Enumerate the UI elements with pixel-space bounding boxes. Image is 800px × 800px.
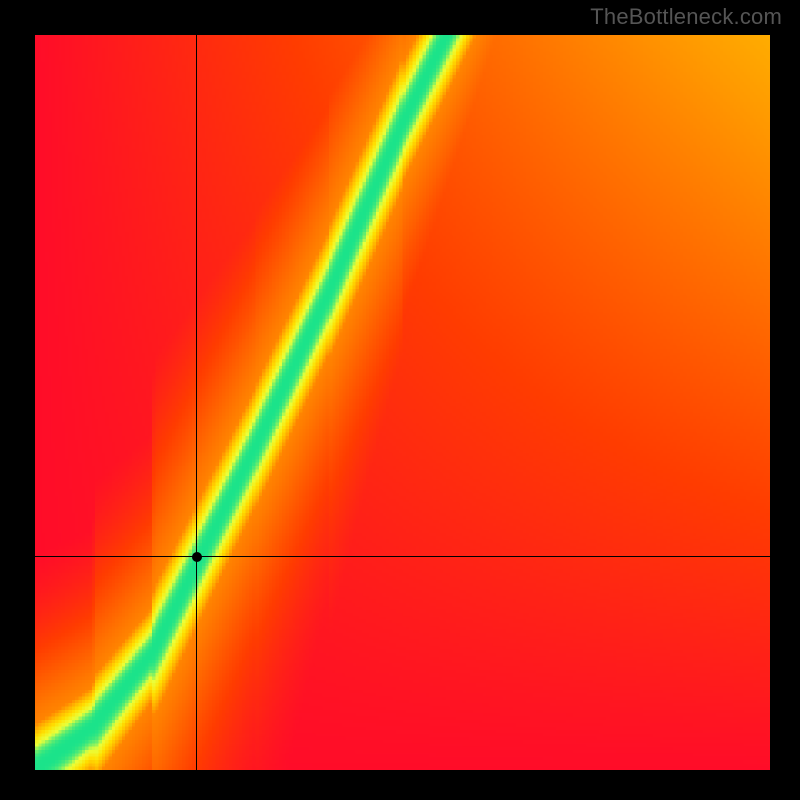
heatmap-canvas: [35, 35, 770, 770]
watermark-text: TheBottleneck.com: [590, 4, 782, 30]
heatmap-plot: [35, 35, 770, 770]
